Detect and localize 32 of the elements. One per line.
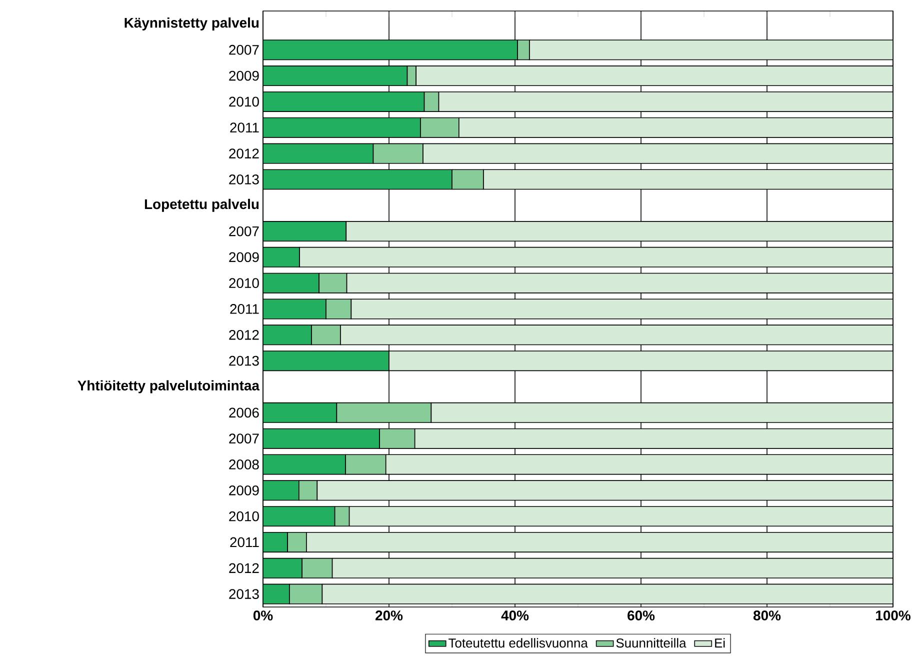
y-tick-label: 2012 [229,148,259,158]
y-tick-label: 2011 [230,304,259,314]
y-tick-label: 2007 [229,226,259,236]
x-tick-label: 60% [628,610,655,620]
y-tick-label: 2010 [229,96,259,107]
y-tick-label: 2013 [229,356,259,366]
x-tick-label: 40% [501,610,529,620]
y-tick-label: 2009 [229,70,259,81]
y-tick-label: Lopetettu palvelu [144,198,259,212]
legend-label: Ei [715,638,725,648]
y-tick-label: Yhtiöitetty palvelutoimintaa [78,380,260,394]
x-tick-label: 0% [253,610,273,620]
y-tick-label: 2009 [229,252,259,262]
y-tick-label: 2011 [230,122,259,133]
legend-label: Suunnitteilla [616,638,686,648]
y-tick-label: 2010 [229,511,259,522]
y-tick-label: 2013 [229,174,259,184]
y-tick-label: 2012 [229,330,259,340]
y-tick-label: 2006 [229,408,259,418]
y-tick-label: 2007 [229,434,259,444]
y-tick-label: 2010 [229,278,259,288]
y-tick-label: 2012 [229,563,259,574]
x-tick-label: 80% [753,610,781,620]
x-tick-label: 20% [376,610,403,620]
legend-label: Toteutettu edellisvuonna [448,638,588,648]
y-tick-label: Käynnistetty palvelu [124,17,259,30]
y-tick-label: 2013 [229,589,259,599]
y-tick-label: 2011 [230,537,259,548]
y-tick-label: 2007 [229,44,259,55]
y-tick-label: 2008 [229,460,259,470]
x-tick-label: 100% [876,610,910,620]
y-tick-label: 2009 [229,485,259,496]
